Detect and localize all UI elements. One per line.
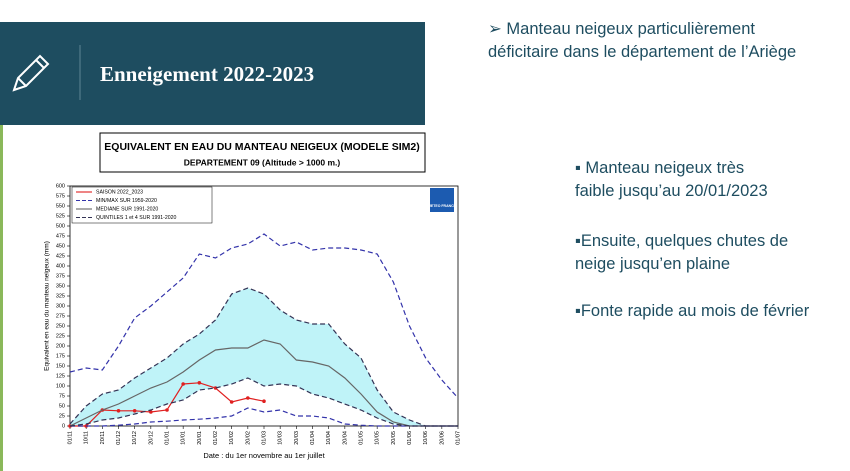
- y-tick-label: 250: [56, 323, 65, 329]
- y-tick-label: 525: [56, 213, 65, 219]
- y-tick-label: 275: [56, 313, 65, 319]
- point: [132, 409, 137, 413]
- chart-subtitle: DEPARTEMENT 09 (Altitude > 1000 m.): [184, 157, 341, 167]
- x-tick-label: 10/11: [84, 431, 90, 444]
- point: [181, 382, 185, 386]
- point: [197, 381, 202, 385]
- y-axis-label: Equivalent en eau du manteau neigeux (mm…: [44, 241, 51, 371]
- point: [116, 409, 121, 413]
- x-tick-label: 01/01: [164, 431, 170, 445]
- series-line: [69, 339, 458, 427]
- chart-title: EQUIVALENT EN EAU DU MANTEAU NEIGEUX (MO…: [104, 141, 419, 153]
- y-tick-label: 550: [56, 203, 65, 209]
- x-tick-label: 01/02: [213, 431, 219, 445]
- x-axis-label: Date : du 1er novembre au 1er juillet: [203, 451, 325, 460]
- x-tick-label: 20/06: [439, 431, 445, 445]
- logo: [430, 188, 454, 212]
- x-tick-label: 01/04: [310, 431, 316, 445]
- x-tick-label: 10/01: [181, 431, 187, 445]
- y-tick-label: 450: [56, 243, 65, 249]
- bullet: ▪Ensuite, quelques chutes de neige jusqu…: [575, 232, 789, 273]
- y-tick-label: 225: [56, 333, 65, 339]
- x-tick-label: 10/05: [375, 431, 381, 445]
- x-tick-label: 01/05: [358, 431, 364, 445]
- x-tick-label: 01/07: [455, 431, 461, 445]
- series-line-lower: [69, 377, 458, 427]
- header-band: [0, 22, 425, 125]
- x-tick-label: 20/02: [245, 431, 251, 445]
- x-tick-label: 01/03: [261, 431, 267, 445]
- y-tick-label: 350: [56, 283, 65, 289]
- y-tick-label: 425: [56, 253, 65, 259]
- x-tick-label: 01/12: [116, 431, 122, 445]
- x-tick-label: 10/03: [278, 431, 284, 445]
- y-tick-label: 25: [59, 413, 65, 419]
- side-strip: [0, 125, 3, 471]
- legend: [71, 186, 213, 224]
- bullet: ▪ Manteau neigeux très faible jusqu’au 2…: [575, 159, 768, 200]
- x-tick-label: 20/03: [294, 431, 300, 445]
- y-tick-label: 300: [56, 303, 65, 309]
- legend-label: MIN/MAX SUR 1959-2020: [96, 198, 157, 204]
- x-tick-label: 01/11: [67, 431, 73, 444]
- x-tick-label: 20/05: [391, 431, 397, 445]
- y-tick-label: 0: [62, 423, 65, 429]
- point: [229, 400, 234, 404]
- logo-text: METEO FRANCE: [428, 204, 457, 208]
- point: [262, 399, 266, 404]
- point: [213, 386, 218, 390]
- pencil-icon: [12, 54, 50, 92]
- point: [246, 396, 250, 400]
- x-tick-label: 01/06: [407, 431, 413, 445]
- series-line-lower: [70, 407, 458, 427]
- y-tick-label: 75: [59, 393, 65, 399]
- chart-title-box: [99, 132, 426, 173]
- y-tick-label: 600: [56, 183, 65, 189]
- y-tick-label: 325: [56, 293, 65, 299]
- slide-title: Enneigement 2022-2023: [100, 62, 314, 86]
- y-tick-label: 50: [59, 403, 65, 409]
- y-tick-label: 150: [56, 363, 65, 369]
- y-tick-label: 100: [56, 383, 65, 389]
- x-tick-label: 10/04: [326, 431, 332, 445]
- bullet: ▪Fonte rapide au mois de février: [575, 302, 810, 320]
- x-tick-label: 20/12: [148, 431, 154, 445]
- x-tick-label: 20/04: [342, 431, 348, 445]
- y-tick-label: 200: [56, 343, 65, 349]
- x-tick-label: 10/12: [132, 431, 138, 445]
- x-tick-label: 10/02: [229, 431, 235, 445]
- x-tick-label: 10/06: [423, 431, 429, 445]
- series-line: [69, 233, 459, 399]
- legend-label: MEDIANE SUR 1991-2020: [96, 206, 158, 212]
- y-tick-label: 175: [56, 353, 65, 359]
- main-point: ➢ Manteau neigeux particulièrement défic…: [488, 20, 797, 61]
- y-tick-label: 125: [56, 373, 65, 379]
- y-tick-label: 475: [56, 233, 65, 239]
- y-tick-label: 375: [56, 273, 65, 279]
- y-tick-label: 575: [56, 193, 65, 199]
- point: [149, 410, 153, 414]
- y-tick-label: 500: [56, 223, 65, 229]
- y-tick-label: 400: [56, 263, 65, 269]
- legend-label: SAISON 2022_2023: [96, 189, 143, 195]
- plot: 0 25 50 75 100 125 150 175 200 225 250 275 300 325 350…: [44, 183, 462, 460]
- point: [165, 408, 169, 412]
- x-tick-label: 20/11: [100, 431, 106, 444]
- series-line: [69, 287, 458, 427]
- legend-label: QUINTILES 1 et 4 SUR 1991-2020: [96, 215, 177, 221]
- quintile-band: [70, 288, 458, 426]
- x-tick-label: 20/01: [197, 431, 203, 445]
